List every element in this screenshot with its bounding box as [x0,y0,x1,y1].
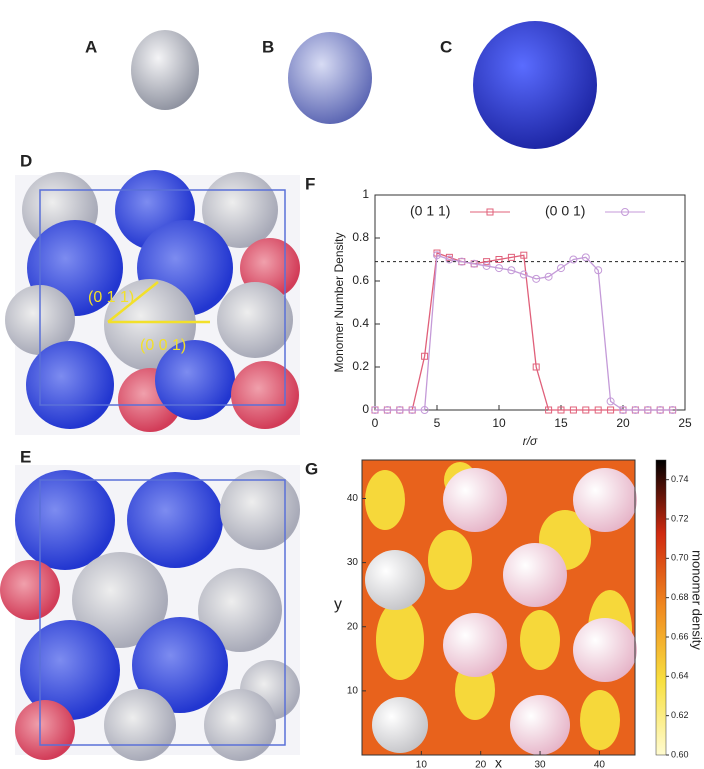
colorbar-tick-label: 0.68 [671,592,689,602]
x-tick-label: 40 [594,760,606,769]
x-tick-label: 5 [434,416,441,430]
colorbar-label: monomer density [690,550,704,650]
y-tick-label: 10 [347,686,359,697]
x-tick-label: 15 [554,416,568,430]
y-tick-label: 20 [347,621,359,632]
colorbar-tick-label: 0.72 [671,513,689,523]
y-tick-label: 0 [362,402,369,416]
y-tick-label: 30 [347,557,359,568]
plot-frame [375,195,685,410]
legend-label: (0 0 1) [545,203,585,219]
panel-label: E [20,447,31,466]
y-axis-label: Monomer Number Density [332,232,346,372]
direction-label: (0 0 1) [140,337,186,354]
y-tick-label: 0.4 [352,316,369,330]
density-map [362,460,637,755]
panel-label: F [305,174,315,193]
x-axis-label: r/σ [523,434,538,448]
x-tick-label: 0 [372,416,379,430]
series-line [375,253,673,410]
y-axis-label: y [334,596,342,613]
panel-label: A [85,37,97,56]
y-tick-label: 0.8 [352,230,369,244]
lattice-e [0,465,300,761]
x-axis-label: x [495,755,502,769]
micelle-a [131,30,199,110]
colorbar-tick-label: 0.62 [671,710,689,720]
x-tick-label: 20 [616,416,630,430]
colorbar-tick-label: 0.60 [671,749,689,759]
colorbar [656,460,666,755]
x-tick-label: 10 [416,760,428,769]
x-tick-label: 20 [475,760,487,769]
x-tick-label: 25 [678,416,692,430]
y-tick-label: 40 [347,493,359,504]
colorbar-tick-label: 0.70 [671,553,689,563]
colorbar-tick-label: 0.66 [671,631,689,641]
x-tick-label: 30 [534,760,546,769]
panel-label: G [305,459,318,478]
colorbar-tick-label: 0.64 [671,671,689,681]
x-tick-label: 10 [492,416,506,430]
panel-label: B [262,37,274,56]
legend-label: (0 1 1) [410,203,450,219]
panel-label: D [20,151,32,170]
direction-label: (0 1 1) [88,289,134,306]
lattice-d [5,170,300,435]
micelle-b [288,32,372,124]
panel-label: C [440,37,452,56]
y-tick-label: 0.2 [352,359,369,373]
y-tick-label: 1 [362,187,369,201]
figure: A B C D E F G (0 1 1) (0 0 1) [0,0,704,769]
y-tick-label: 0.6 [352,273,369,287]
colorbar-tick-label: 0.74 [671,474,689,484]
micelle-c [473,21,597,149]
